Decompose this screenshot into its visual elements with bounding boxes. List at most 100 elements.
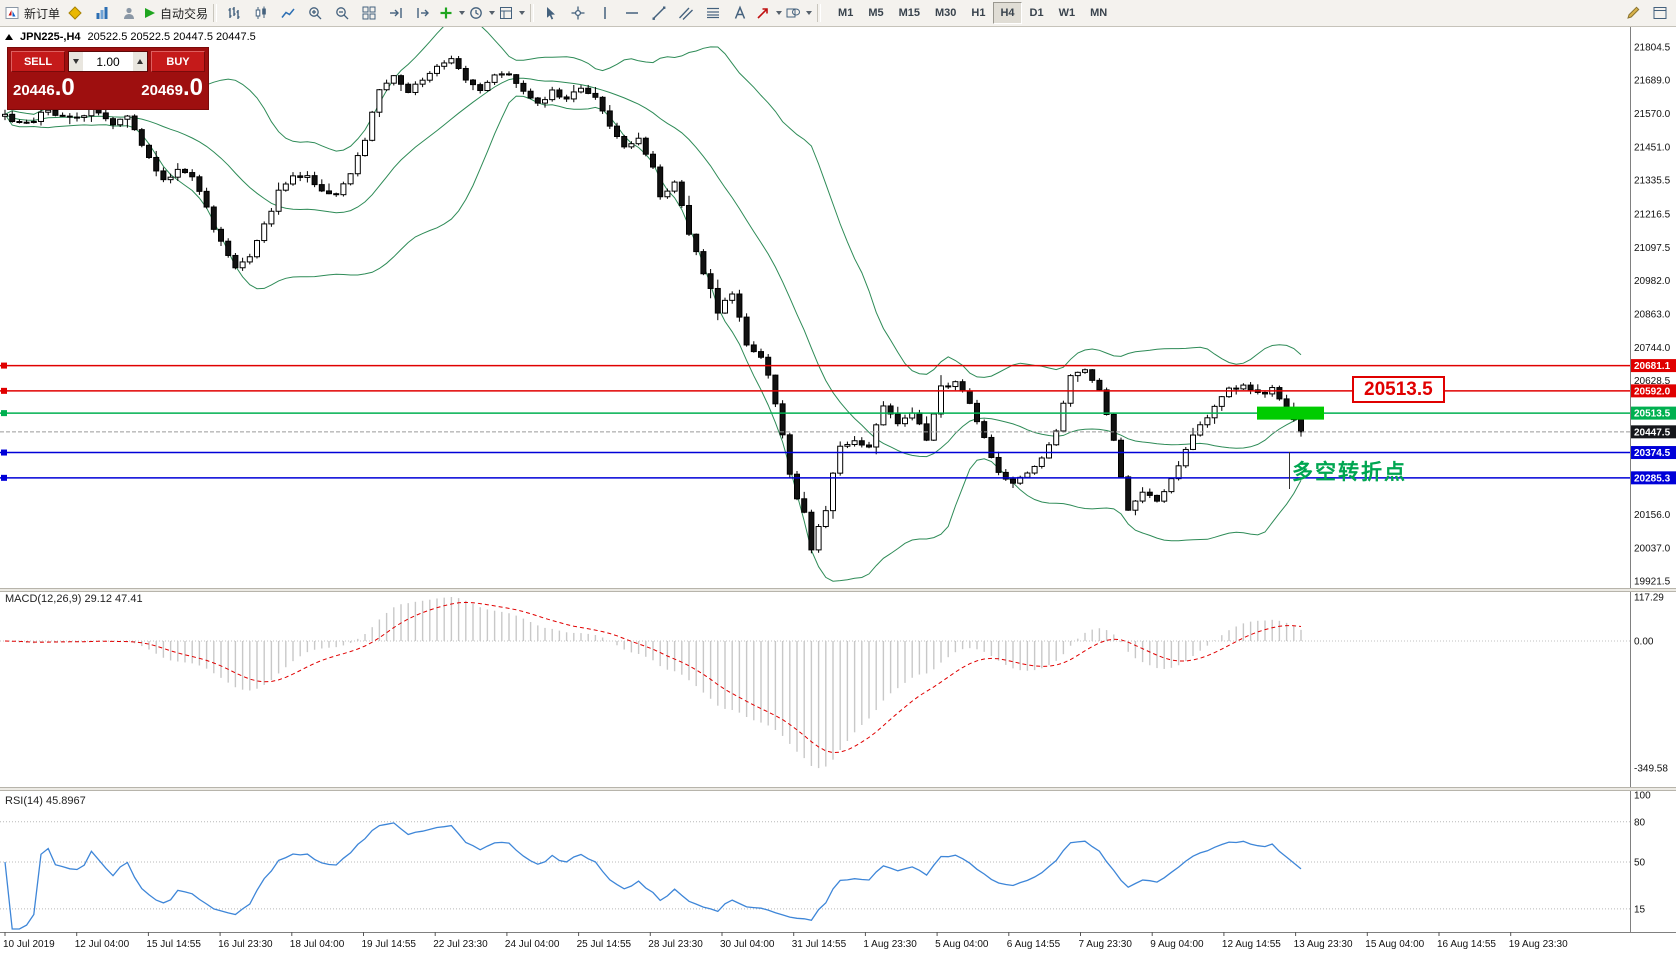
- rsi-line: [4, 822, 1302, 930]
- sell-price[interactable]: 20446.0: [13, 73, 75, 106]
- sell-button[interactable]: SELL: [11, 51, 65, 72]
- lot-size-field[interactable]: 1.00: [68, 51, 148, 72]
- price-tag: [1631, 406, 1676, 420]
- price-axis-label: 20744.0: [1634, 343, 1671, 354]
- time-axis-label: 7 Aug 23:30: [1079, 939, 1133, 950]
- price-callout-label[interactable]: 20513.5: [1352, 376, 1445, 403]
- panel-separator[interactable]: [0, 787, 1676, 791]
- shapes-tool-icon[interactable]: [784, 1, 813, 25]
- bar-chart-icon[interactable]: [221, 1, 247, 25]
- autotrading-button[interactable]: 自动交易: [143, 1, 209, 25]
- new-order-label: 新订单: [24, 6, 61, 21]
- line-anchor-square[interactable]: [1, 449, 7, 456]
- buy-button[interactable]: BUY: [151, 51, 205, 72]
- time-axis-label: 28 Jul 23:30: [648, 939, 703, 950]
- line-chart-icon[interactable]: [275, 1, 301, 25]
- chart-shift-icon[interactable]: [410, 1, 436, 25]
- zoom-out-icon[interactable]: [329, 1, 355, 25]
- rsi-axis-label: 100: [1634, 791, 1651, 802]
- sell-price-main: 20446: [13, 82, 55, 99]
- zoom-in-icon[interactable]: [302, 1, 328, 25]
- auto-scroll-icon[interactable]: [383, 1, 409, 25]
- price-axis-label: 21689.0: [1634, 75, 1671, 86]
- line-anchor-square[interactable]: [1, 387, 7, 394]
- crosshair-icon[interactable]: [565, 1, 591, 25]
- time-axis-label: 15 Jul 14:55: [146, 939, 201, 950]
- price-tag-label: 20592.0: [1634, 386, 1671, 397]
- time-axis-label: 16 Aug 14:55: [1437, 939, 1496, 950]
- price-axis-label: 20863.0: [1634, 310, 1671, 321]
- text-tool-icon[interactable]: [727, 1, 753, 25]
- time-axis-label: 1 Aug 23:30: [863, 939, 917, 950]
- channel-icon[interactable]: [673, 1, 699, 25]
- chevron-down-icon: [806, 11, 813, 15]
- lot-size-value[interactable]: 1.00: [96, 54, 120, 69]
- triangle-up-icon: [137, 59, 143, 64]
- timeframe-button-mn[interactable]: MN: [1090, 7, 1108, 19]
- fibonacci-icon[interactable]: [700, 1, 726, 25]
- chart-area: 21804.5 21689.0 21570.0 21451.0 21335.5 21216…: [0, 27, 1676, 953]
- turning-point-note[interactable]: 多空转折点: [1292, 461, 1407, 484]
- toolbar-separator: [213, 4, 218, 22]
- chevron-down-icon: [489, 11, 496, 15]
- price-chart[interactable]: 21804.5 21689.0 21570.0 21451.0 21335.5 21216…: [0, 27, 1676, 953]
- edit-pencil-icon[interactable]: [1620, 1, 1646, 25]
- time-axis-label: 19 Aug 23:30: [1509, 939, 1568, 950]
- buy-price-main: 20469: [141, 82, 183, 99]
- bollinger-middle-band: [4, 77, 1302, 458]
- horizontal-line-icon[interactable]: [619, 1, 645, 25]
- vertical-line-icon[interactable]: [592, 1, 618, 25]
- cursor-icon[interactable]: [538, 1, 564, 25]
- price-axis-label: 21804.5: [1634, 43, 1671, 54]
- line-anchor-square[interactable]: [1, 474, 7, 481]
- bollinger-upper-band: [4, 27, 1302, 378]
- rsi-axis-label: 15: [1634, 904, 1646, 915]
- price-axis-label: 20628.5: [1634, 376, 1671, 387]
- toolbar-separator: [530, 4, 535, 22]
- metaeditor-icon[interactable]: [62, 1, 88, 25]
- arrows-tool-icon[interactable]: [754, 1, 783, 25]
- line-anchor-square[interactable]: [1, 410, 7, 417]
- window-expand-icon[interactable]: [5, 34, 13, 40]
- candlestick-chart-icon[interactable]: [248, 1, 274, 25]
- one-click-trading-panel: SELL 1.00 BUY 20446.0 20469.0: [7, 47, 209, 110]
- chevron-down-icon: [519, 11, 526, 15]
- price-tag: [1631, 384, 1676, 398]
- macd-label: MACD(12,26,9) 29.12 47.41: [5, 593, 143, 605]
- template-icon[interactable]: [497, 1, 526, 25]
- trendline-icon[interactable]: [646, 1, 672, 25]
- time-axis-label: 22 Jul 23:30: [433, 939, 488, 950]
- timeframe-button-d1[interactable]: D1: [1029, 7, 1044, 19]
- timeframe-button-h4[interactable]: H4: [993, 2, 1022, 24]
- price-axis-label: 21097.5: [1634, 243, 1671, 254]
- timeframe-button-m5[interactable]: M5: [868, 7, 884, 19]
- timeframe-button-m30[interactable]: M30: [935, 7, 957, 19]
- main-chart-layer: [2, 27, 1304, 582]
- navigator-icon[interactable]: [116, 1, 142, 25]
- lot-decrease-button[interactable]: [69, 52, 83, 71]
- timeframe-button-m15[interactable]: M15: [898, 7, 920, 19]
- candles-layer: [2, 55, 1304, 554]
- tile-windows-icon[interactable]: [356, 1, 382, 25]
- chevron-down-icon: [776, 11, 783, 15]
- price-tag: [1631, 425, 1676, 439]
- periods-icon[interactable]: [467, 1, 496, 25]
- time-axis-label: 24 Jul 04:00: [505, 939, 560, 950]
- buy-price[interactable]: 20469.0: [141, 73, 203, 106]
- timeframe-button-w1[interactable]: W1: [1058, 7, 1076, 19]
- window-panel-icon[interactable]: [1647, 1, 1673, 25]
- market-watch-icon[interactable]: [89, 1, 115, 25]
- chevron-down-icon: [459, 11, 466, 15]
- highlight-rectangle[interactable]: [1257, 406, 1324, 420]
- price-axis-label: 20156.0: [1634, 510, 1671, 521]
- timeframe-button-m1[interactable]: M1: [838, 7, 854, 19]
- price-tag-label: 20447.5: [1634, 427, 1671, 438]
- line-anchor-square[interactable]: [1, 362, 7, 369]
- panel-separator[interactable]: [0, 588, 1676, 592]
- lot-increase-button[interactable]: [133, 52, 147, 71]
- new-order-button[interactable]: 新订单: [3, 1, 61, 25]
- macd-signal-line: [4, 601, 1302, 754]
- timeframe-button-h1[interactable]: H1: [971, 7, 986, 19]
- indicators-icon[interactable]: [437, 1, 466, 25]
- new-order-icon: [4, 5, 20, 21]
